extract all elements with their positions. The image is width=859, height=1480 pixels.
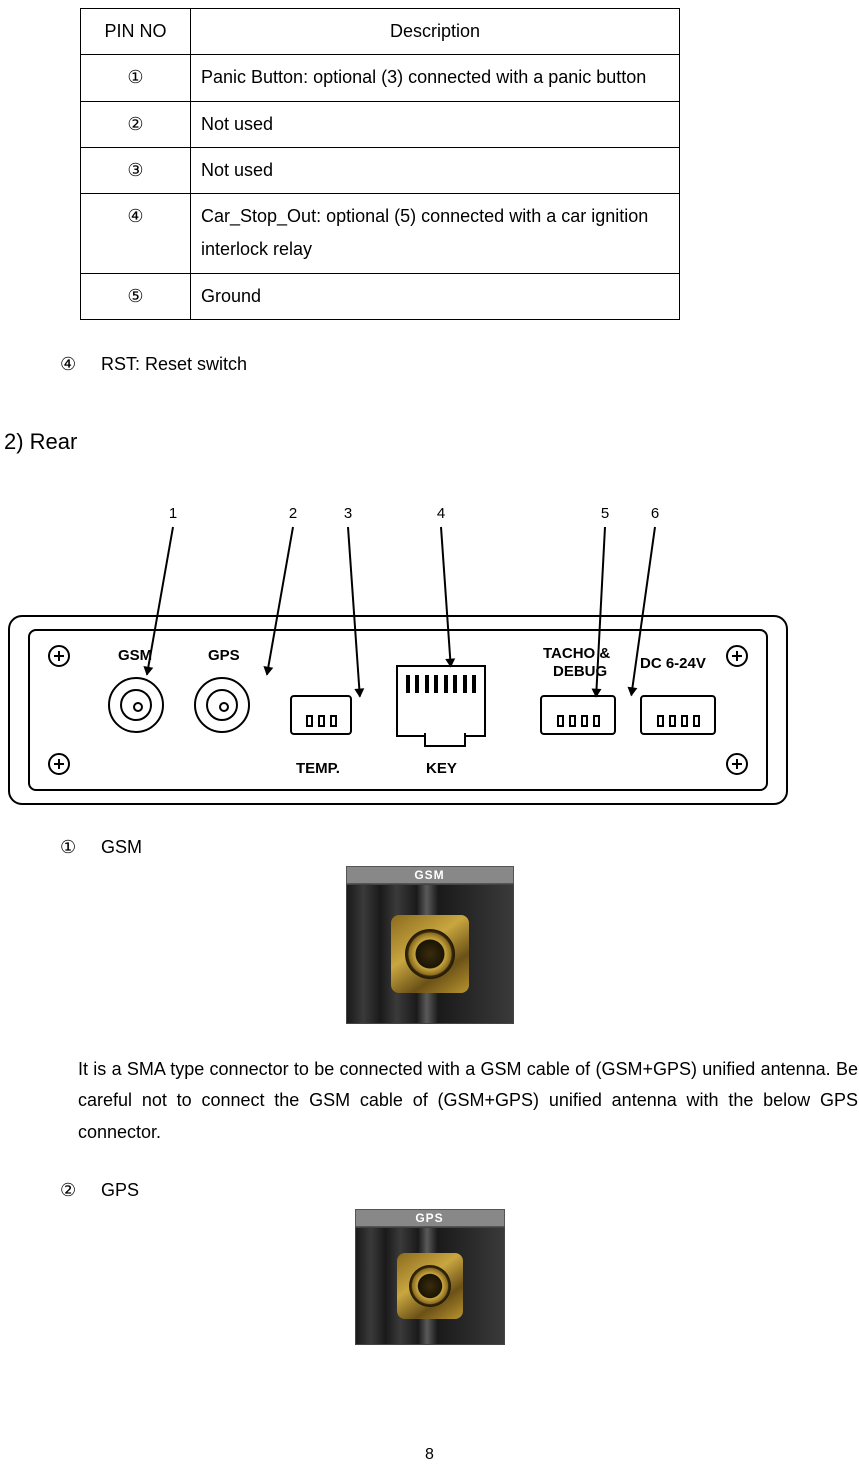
table-header-desc: Description	[191, 9, 680, 55]
gps-figure-label: GPS	[355, 1209, 505, 1227]
conn-temp	[290, 695, 352, 735]
conn-key	[396, 665, 486, 737]
panel-label-temp: TEMP.	[296, 760, 340, 777]
conn-tacho	[540, 695, 616, 735]
sma-gsm	[108, 677, 164, 733]
rear-panel-figure: 1 2 3 4 5 6 GSM GPS TEMP. KEY TACHO & DE…	[8, 505, 788, 805]
rst-text: RST: Reset switch	[101, 354, 247, 374]
callout-6: 6	[640, 505, 670, 522]
rst-num: ④	[60, 350, 96, 379]
gsm-connector-figure: GSM	[346, 866, 514, 1024]
table-header-pin: PIN NO	[81, 9, 191, 55]
callout-1: 1	[158, 505, 188, 522]
table-row: ③ Not used	[81, 147, 680, 193]
panel-label-key: KEY	[426, 760, 457, 777]
rst-line: ④ RST: Reset switch	[60, 350, 859, 379]
panel-label-debug: DEBUG	[553, 663, 607, 680]
callout-2: 2	[278, 505, 308, 522]
panel-label-dc: DC 6-24V	[640, 655, 706, 672]
gps-connector-figure: GPS	[355, 1209, 505, 1345]
gsm-description: It is a SMA type connector to be connect…	[78, 1054, 858, 1149]
callout-5: 5	[590, 505, 620, 522]
pin-table: PIN NO Description ① Panic Button: optio…	[80, 8, 680, 320]
conn-dc	[640, 695, 716, 735]
table-row: ① Panic Button: optional (3) connected w…	[81, 55, 680, 101]
gsm-figure-label: GSM	[346, 866, 514, 884]
table-row: ⑤ Ground	[81, 273, 680, 319]
screw-icon	[726, 645, 748, 667]
page-number: 8	[0, 1446, 859, 1464]
callout-4: 4	[426, 505, 456, 522]
panel-label-gsm: GSM	[118, 647, 152, 664]
rear-panel: GSM GPS TEMP. KEY TACHO & DEBUG DC 6-24V	[8, 615, 788, 805]
panel-label-gps: GPS	[208, 647, 240, 664]
panel-label-tacho: TACHO &	[543, 645, 610, 662]
table-row: ② Not used	[81, 101, 680, 147]
rear-heading: 2) Rear	[4, 429, 859, 455]
sma-gps	[194, 677, 250, 733]
screw-icon	[726, 753, 748, 775]
screw-icon	[48, 753, 70, 775]
gsm-heading: ① GSM	[60, 837, 859, 858]
table-row: ④ Car_Stop_Out: optional (5) connected w…	[81, 194, 680, 274]
gps-heading: ② GPS	[60, 1180, 859, 1201]
callout-3: 3	[333, 505, 363, 522]
screw-icon	[48, 645, 70, 667]
